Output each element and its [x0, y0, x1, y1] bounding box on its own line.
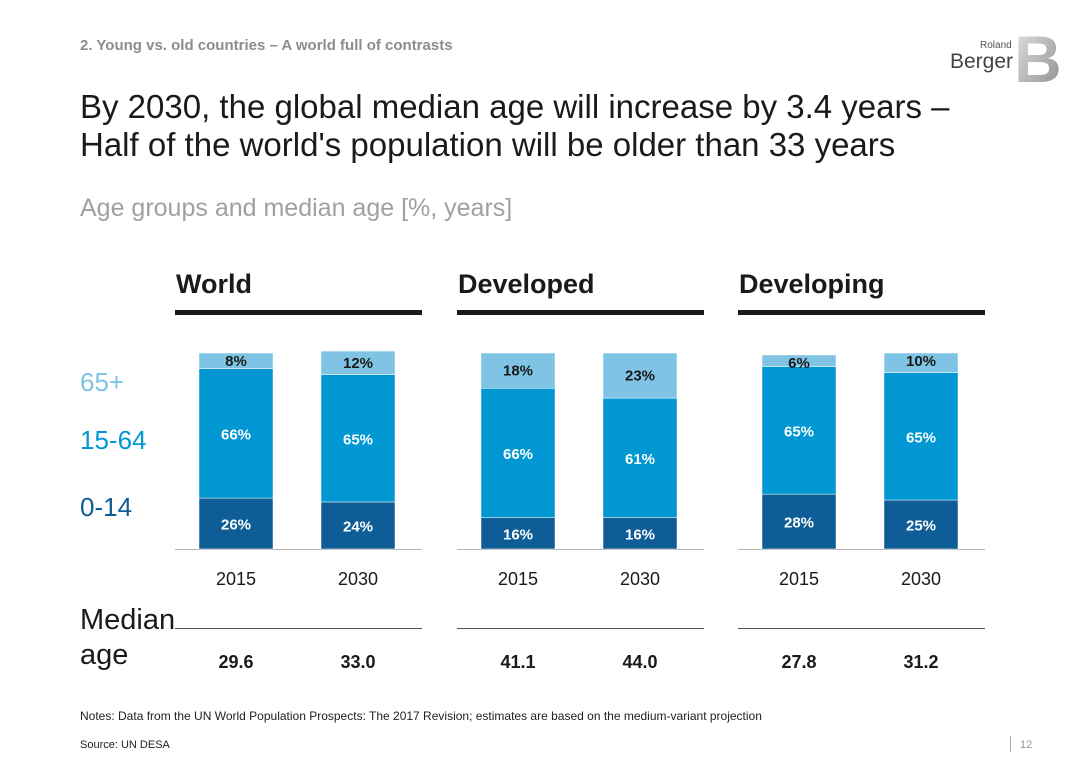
bar-segment-0-14 — [883, 499, 959, 550]
median-value: 44.0 — [622, 652, 657, 672]
year-label: 2015 — [779, 569, 819, 589]
bar-label-15-64: 65% — [784, 423, 814, 440]
bar-segment-15-64 — [761, 366, 837, 495]
bar-label-0-14: 16% — [625, 526, 655, 543]
roland-berger-logo: Roland Berger B — [950, 30, 1062, 85]
bar-segment-0-14 — [198, 497, 274, 550]
bar-segment-0-14 — [320, 501, 396, 550]
group-title-world: World — [176, 269, 252, 299]
bar-segment-0-14 — [480, 517, 556, 550]
logo-bottom-text: Berger — [950, 50, 1014, 73]
logo-b-letter: B — [1014, 30, 1062, 85]
section-kicker: 2. Young vs. old countries – A world ful… — [80, 37, 453, 54]
bar-segment-65+ — [883, 352, 959, 373]
bar-label-15-64: 61% — [625, 451, 655, 468]
median-value: 27.8 — [781, 652, 816, 672]
median-value: 41.1 — [500, 652, 535, 672]
group-rule-world — [175, 310, 422, 315]
bar-segment-65+ — [602, 352, 678, 399]
bar-label-0-14: 28% — [784, 515, 814, 532]
year-label: 2015 — [498, 569, 538, 589]
median-value: 29.6 — [218, 652, 253, 672]
page-number: 12 — [1020, 739, 1033, 751]
bar-segment-65+ — [198, 352, 274, 369]
legend-65plus: 65+ — [80, 367, 125, 397]
bar-label-15-64: 66% — [221, 426, 251, 443]
chart-subtitle: Age groups and median age [%, years] — [80, 194, 513, 222]
year-label: 2015 — [216, 569, 256, 589]
footnote: Notes: Data from the UN World Population… — [80, 709, 762, 723]
bar-label-0-14: 25% — [906, 518, 936, 535]
page-title: By 2030, the global median age will incr… — [80, 88, 950, 163]
median-value: 31.2 — [903, 652, 938, 672]
bar-segment-65+ — [761, 354, 837, 367]
bar-segment-15-64 — [883, 372, 959, 501]
logo-top-text: Roland — [980, 40, 1012, 51]
bar-segment-15-64 — [198, 368, 274, 499]
bar-label-15-64: 65% — [343, 431, 373, 448]
bar-segment-0-14 — [602, 517, 678, 550]
bar-label-0-14: 24% — [343, 518, 373, 535]
age-group-chart: World 26% 66% 8% 2015 29.6 24% 65% 12% 2030 33.0 De… — [175, 269, 985, 672]
median-value: 33.0 — [340, 652, 375, 672]
group-title-developed: Developed — [458, 269, 595, 299]
bar-label-65+: 12% — [343, 355, 373, 372]
bar-label-65+: 10% — [906, 353, 936, 370]
bar-segment-0-14 — [761, 493, 837, 550]
bar-segment-15-64 — [480, 388, 556, 518]
bar-segment-15-64 — [602, 397, 678, 518]
bar-label-65+: 8% — [225, 353, 247, 370]
group-rule-developed — [457, 310, 704, 315]
bar-label-15-64: 65% — [906, 429, 936, 446]
bar-label-0-14: 26% — [221, 517, 251, 534]
group-rule-developing — [738, 310, 985, 315]
bar-label-15-64: 66% — [503, 446, 533, 463]
bar-label-65+: 23% — [625, 368, 655, 385]
logo-b-mark: B — [1014, 30, 1062, 85]
bar-label-65+: 6% — [788, 355, 810, 372]
bar-segment-65+ — [480, 352, 556, 389]
bar-label-65+: 18% — [503, 363, 533, 380]
bar-segment-15-64 — [320, 374, 396, 503]
group-title-developing: Developing — [739, 269, 885, 299]
median-age-label: Median age — [80, 604, 176, 671]
bar-label-0-14: 16% — [503, 526, 533, 543]
source-note: Source: UN DESA — [80, 739, 170, 751]
legend-15-64: 15-64 — [80, 425, 147, 455]
legend-0-14: 0-14 — [80, 492, 133, 522]
page-separator — [1010, 736, 1011, 752]
bar-segment-65+ — [320, 350, 396, 375]
year-label: 2030 — [901, 569, 941, 589]
year-label: 2030 — [620, 569, 660, 589]
year-label: 2030 — [338, 569, 378, 589]
